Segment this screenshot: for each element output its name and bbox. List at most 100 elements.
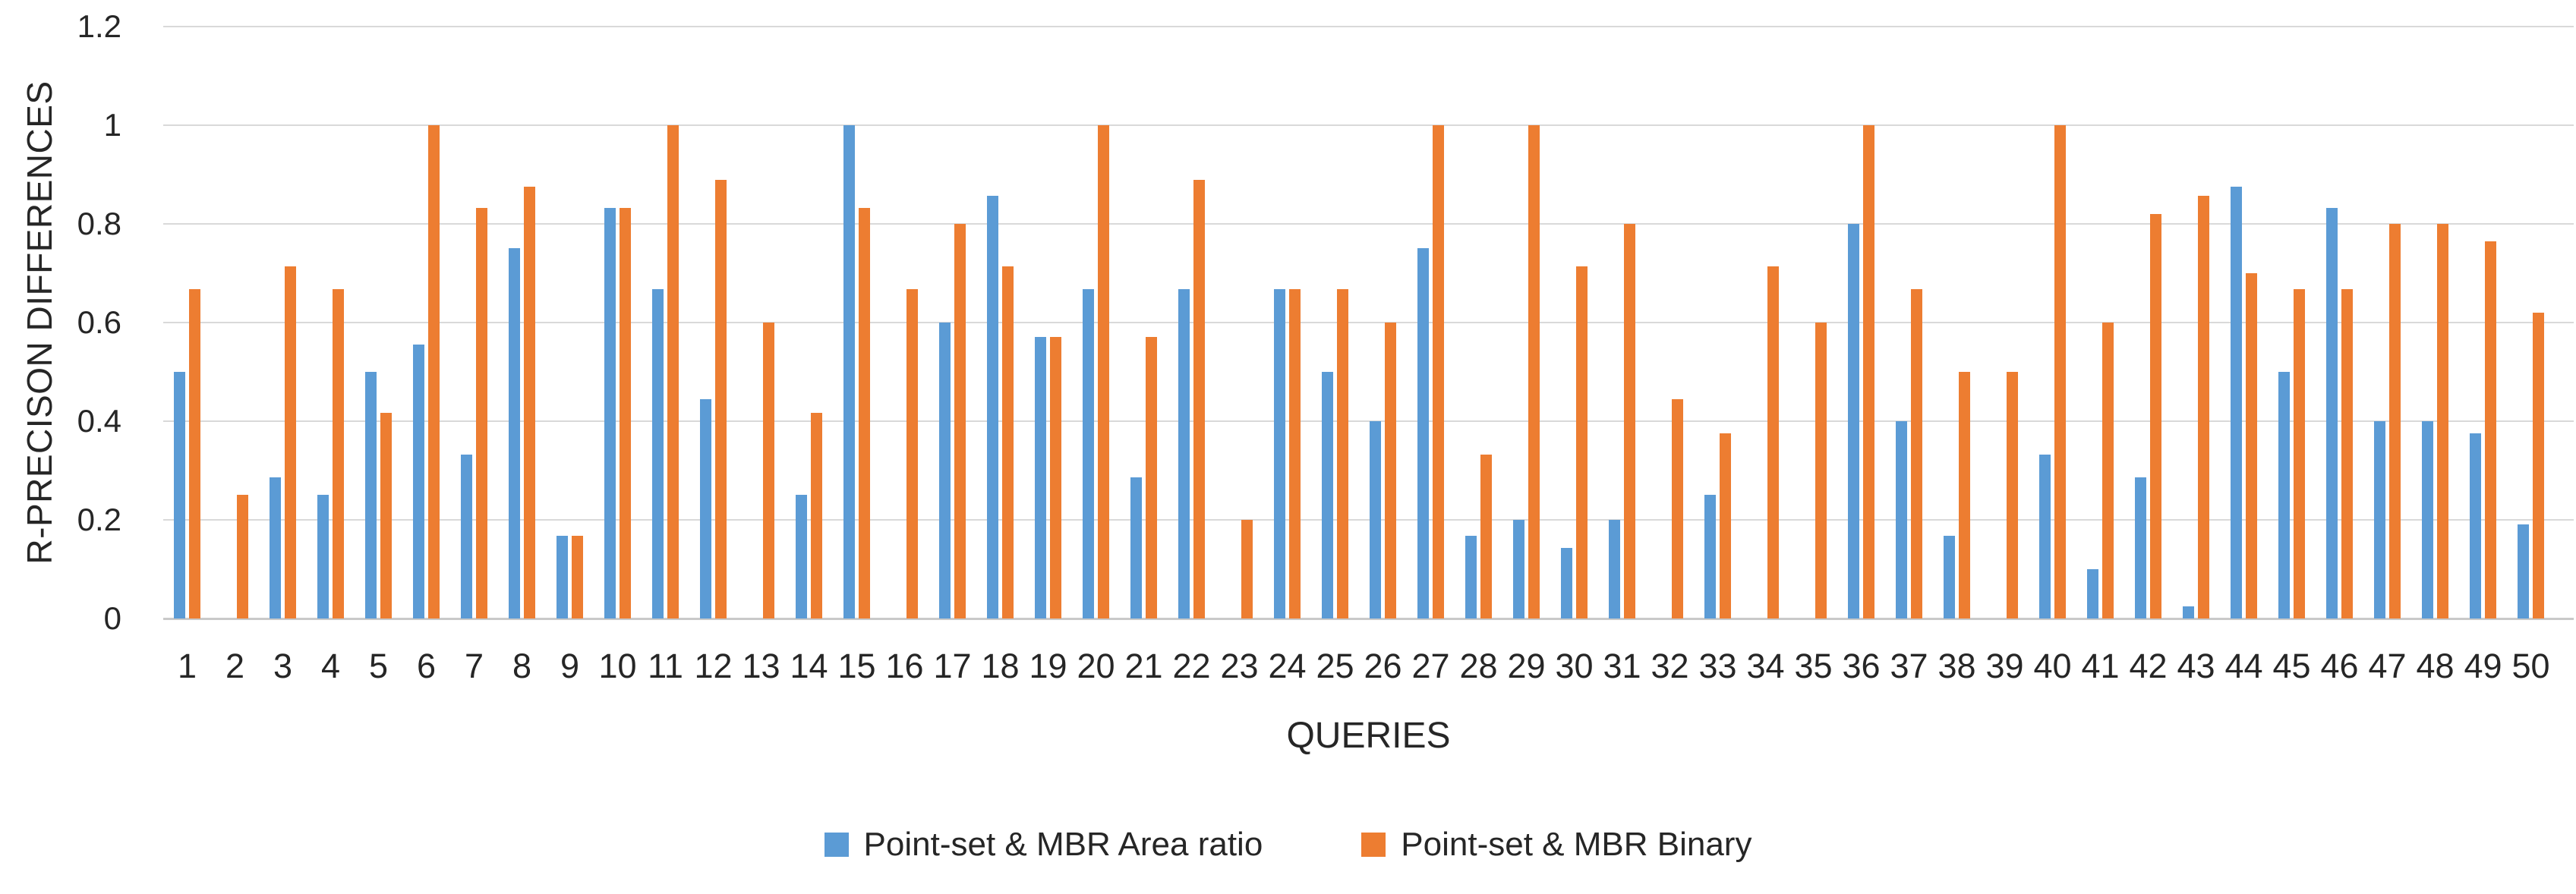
- bar-binary-q14: [811, 413, 822, 619]
- bar-area-ratio-q29: [1513, 520, 1524, 619]
- x-tick-label-23: 23: [1220, 647, 1259, 685]
- bar-binary-q48: [2437, 224, 2448, 619]
- bar-area-ratio-q31: [1609, 520, 1620, 619]
- bar-binary-q29: [1528, 125, 1540, 619]
- bar-binary-q18: [1002, 266, 1014, 619]
- bar-binary-q1: [189, 289, 200, 619]
- x-tick-label-34: 34: [1746, 647, 1785, 685]
- bar-binary-q33: [1720, 433, 1731, 619]
- gridline: [163, 223, 2574, 225]
- y-tick-label: 0: [103, 600, 121, 636]
- bar-binary-q26: [1385, 323, 1396, 619]
- x-tick-label-18: 18: [981, 647, 1020, 685]
- bar-area-ratio-q21: [1130, 477, 1142, 619]
- bar-binary-q34: [1767, 266, 1779, 619]
- bar-area-ratio-q45: [2278, 372, 2290, 619]
- bar-area-ratio-q36: [1848, 224, 1859, 619]
- x-tick-label-30: 30: [1555, 647, 1594, 685]
- bar-binary-q47: [2389, 224, 2401, 619]
- x-tick-label-32: 32: [1651, 647, 1689, 685]
- bar-binary-q21: [1146, 337, 1157, 619]
- bar-area-ratio-q12: [700, 399, 711, 619]
- x-tick-label-46: 46: [2320, 647, 2359, 685]
- bar-binary-q46: [2341, 289, 2353, 619]
- bar-binary-q2: [237, 495, 248, 619]
- bar-binary-q5: [380, 413, 392, 619]
- bar-area-ratio-q37: [1896, 421, 1907, 619]
- x-tick-label-12: 12: [694, 647, 733, 685]
- x-tick-label-37: 37: [1890, 647, 1928, 685]
- legend-swatch-binary-icon: [1361, 833, 1386, 857]
- legend: Point-set & MBR Area ratio Point-set & M…: [0, 826, 2576, 864]
- bar-binary-q22: [1193, 180, 1205, 619]
- bar-area-ratio-q7: [461, 455, 472, 619]
- legend-item-binary: Point-set & MBR Binary: [1361, 826, 1751, 864]
- bar-area-ratio-q38: [1944, 536, 1955, 619]
- bar-binary-q3: [285, 266, 296, 619]
- y-tick-label: 0.8: [77, 206, 121, 241]
- x-tick-label-1: 1: [177, 647, 197, 685]
- x-tick-label-44: 44: [2224, 647, 2263, 685]
- bar-area-ratio-q33: [1704, 495, 1716, 619]
- bar-area-ratio-q25: [1322, 372, 1333, 619]
- bar-area-ratio-q10: [604, 208, 616, 619]
- bar-binary-q50: [2533, 313, 2544, 619]
- bar-area-ratio-q26: [1370, 421, 1381, 619]
- x-tick-label-27: 27: [1411, 647, 1450, 685]
- x-axis-title: QUERIES: [1286, 716, 1451, 756]
- bar-area-ratio-q42: [2135, 477, 2146, 619]
- x-tick-label-21: 21: [1124, 647, 1163, 685]
- bar-area-ratio-q9: [557, 536, 568, 619]
- bar-area-ratio-q30: [1561, 548, 1572, 619]
- bar-area-ratio-q22: [1178, 289, 1190, 619]
- x-tick-label-29: 29: [1507, 647, 1546, 685]
- bar-area-ratio-q46: [2326, 208, 2338, 619]
- bar-binary-q36: [1863, 125, 1874, 619]
- bar-binary-q17: [954, 224, 966, 619]
- bar-binary-q41: [2102, 323, 2114, 619]
- bar-area-ratio-q44: [2231, 187, 2242, 619]
- bar-binary-q27: [1433, 125, 1444, 619]
- y-tick-label: 0.6: [77, 304, 121, 340]
- x-tick-label-14: 14: [790, 647, 828, 685]
- bar-binary-q35: [1815, 323, 1827, 619]
- bar-area-ratio-q6: [413, 345, 424, 619]
- x-tick-label-36: 36: [1842, 647, 1881, 685]
- bar-binary-q42: [2150, 214, 2161, 619]
- x-tick-label-8: 8: [512, 647, 532, 685]
- bar-binary-q6: [428, 125, 440, 619]
- plot-area: [163, 26, 2574, 620]
- bar-area-ratio-q43: [2183, 606, 2194, 619]
- x-tick-label-13: 13: [742, 647, 780, 685]
- x-tick-label-22: 22: [1172, 647, 1211, 685]
- x-tick-label-4: 4: [320, 647, 341, 685]
- x-tick-label-28: 28: [1459, 647, 1498, 685]
- x-tick-label-19: 19: [1029, 647, 1067, 685]
- x-tick-label-31: 31: [1603, 647, 1641, 685]
- x-tick-label-6: 6: [416, 647, 437, 685]
- x-tick-label-15: 15: [837, 647, 876, 685]
- gridline: [163, 519, 2574, 521]
- bar-area-ratio-q18: [987, 196, 998, 619]
- bar-area-ratio-q15: [843, 125, 855, 619]
- x-axis-tick-labels: 1 2 3 4 5 6 7 8 9 10 11 12 13 14 15 16 17 18 19 20 21 22 23 24 2…: [163, 647, 2574, 689]
- bar-binary-q4: [333, 289, 344, 619]
- bar-binary-q8: [524, 187, 535, 619]
- bar-binary-q20: [1098, 125, 1109, 619]
- y-tick-label: 0.2: [77, 502, 121, 537]
- x-tick-label-38: 38: [1938, 647, 1976, 685]
- bar-area-ratio-q8: [509, 248, 520, 619]
- x-tick-label-7: 7: [464, 647, 484, 685]
- bar-area-ratio-q41: [2087, 569, 2098, 619]
- x-tick-label-45: 45: [2272, 647, 2311, 685]
- bar-binary-q32: [1672, 399, 1683, 619]
- x-tick-label-26: 26: [1364, 647, 1402, 685]
- legend-swatch-area-ratio-icon: [824, 833, 849, 857]
- bar-binary-q30: [1576, 266, 1588, 619]
- x-tick-label-11: 11: [648, 647, 683, 685]
- bar-binary-q28: [1480, 455, 1492, 619]
- bar-binary-q12: [715, 180, 727, 619]
- x-tick-label-3: 3: [273, 647, 293, 685]
- bar-binary-q40: [2054, 125, 2066, 619]
